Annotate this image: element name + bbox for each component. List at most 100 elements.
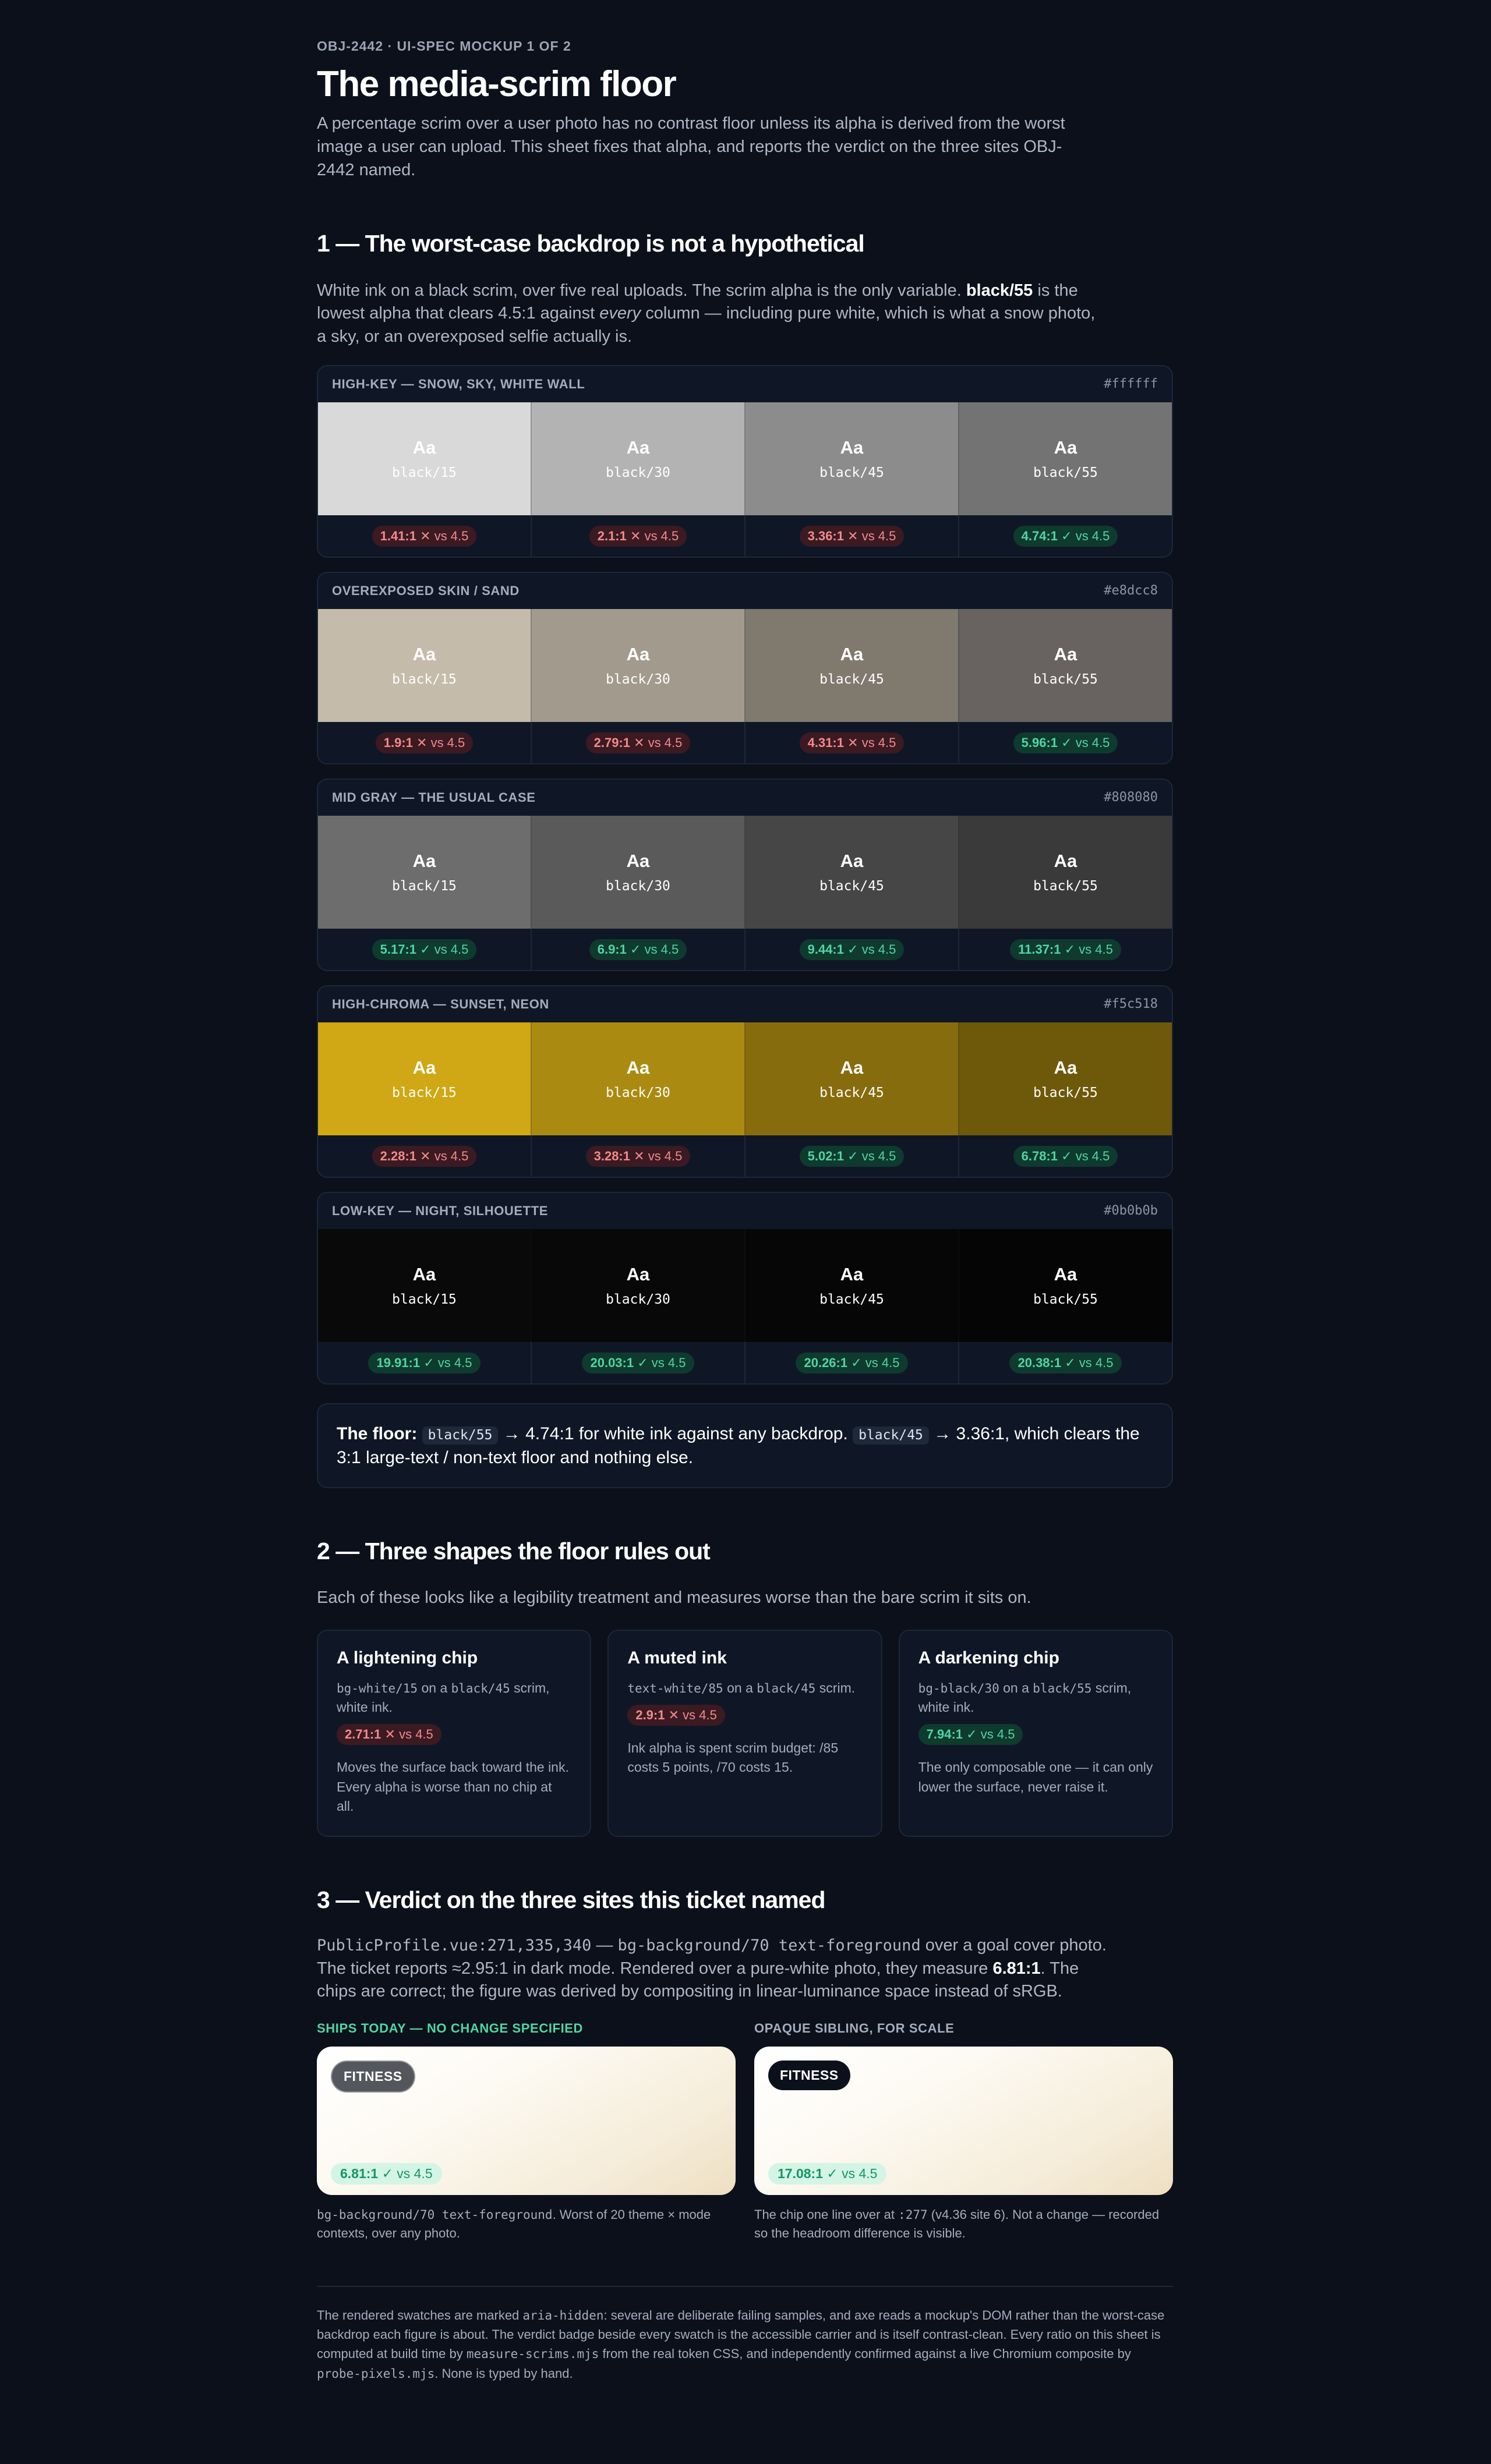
verdict-row: 5.17:1 ✓ vs 4.5 6.9:1 ✓ vs 4.5 9.44:1 ✓ vs… (318, 928, 1172, 970)
scrim-alpha: black/55 (1033, 671, 1098, 687)
verdict-badge: 6.81:1 ✓ vs 4.5 (331, 2162, 442, 2185)
badge-ratio: 2.9:1 (635, 1707, 665, 1722)
verdict-cell: 20.38:1 ✓ vs 4.5 (959, 1342, 1172, 1383)
verdict-cell: 3.36:1 ✕ vs 4.5 (746, 515, 959, 557)
badge-ratio: 3.36:1 (807, 529, 844, 544)
verdict-cell: 2.79:1 ✕ vs 4.5 (532, 721, 746, 763)
badge-ratio: 3.28:1 (593, 1149, 630, 1164)
contrast-badge: 6.9:1 ✓ vs 4.5 (589, 939, 687, 961)
verdict-cell: 6.9:1 ✓ vs 4.5 (532, 928, 746, 970)
rule-out-card: A lightening chip bg-white/15 on a black/… (317, 1629, 592, 1837)
panel-header: OVEREXPOSED SKIN / SAND #e8dcc8 (318, 573, 1172, 609)
swatch-row: Aa black/15 Aa black/30 Aa black/45 Aa black/55 (318, 402, 1172, 515)
badge-ratio: 1.41:1 (380, 529, 416, 544)
rule-out-card: A darkening chip bg-black/30 on a black/5… (898, 1629, 1173, 1837)
swatch: Aa black/45 (746, 402, 959, 515)
verdict-row: 1.9:1 ✕ vs 4.5 2.79:1 ✕ vs 4.5 4.31:1 ✕ vs… (318, 721, 1172, 763)
badge-ratio: 2.79:1 (593, 735, 630, 750)
rule-out-card: A muted ink text-white/85 on a black/45 s… (607, 1629, 882, 1837)
sample-text: Aa (1054, 1057, 1077, 1078)
contrast-badge: 11.37:1 ✓ vs 4.5 (1010, 939, 1121, 961)
swatch: Aa black/55 (959, 1022, 1172, 1135)
badge-ratio: 5.96:1 (1021, 735, 1058, 750)
verdict-cell: 4.31:1 ✕ vs 4.5 (746, 721, 959, 763)
panel-label: OVEREXPOSED SKIN / SAND (332, 583, 520, 598)
badge-threshold: vs 4.5 (842, 2165, 878, 2181)
verdict-cell: 2.28:1 ✕ vs 4.5 (318, 1135, 532, 1177)
badge-threshold: vs 4.5 (648, 735, 683, 750)
verdict-badge: 17.08:1 ✓ vs 4.5 (768, 2162, 887, 2185)
contrast-badge: 5.17:1 ✓ vs 4.5 (372, 939, 477, 961)
badge-ratio: 20.26:1 (804, 1355, 848, 1371)
check-icon: ✓ (851, 1355, 862, 1371)
section-3-intro: PublicProfile.vue:271,335,340 — bg-backg… (317, 1934, 1109, 2003)
sample-text: Aa (840, 850, 864, 871)
swatch: Aa black/55 (959, 608, 1172, 722)
badge-threshold: vs 4.5 (865, 1355, 900, 1371)
scrim-alpha: black/45 (819, 878, 884, 894)
badge-threshold: vs 4.5 (430, 735, 465, 750)
swatch: Aa black/45 (746, 1229, 959, 1342)
cross-icon: ✕ (668, 1707, 680, 1722)
footer-text: : several are deliberate failing samples… (317, 2307, 1165, 2362)
verdict-cell: 2.1:1 ✕ vs 4.5 (532, 515, 746, 557)
swatch: Aa black/30 (532, 1229, 746, 1342)
verdict-row: 2.28:1 ✕ vs 4.5 3.28:1 ✕ vs 4.5 5.02:1 ✓ v… (318, 1135, 1172, 1177)
scrim-alpha: black/15 (392, 1291, 457, 1307)
swatch: Aa black/30 (532, 1022, 746, 1135)
verdict-caption: The chip one line over at :277 (v4.36 si… (754, 2205, 1173, 2243)
intro-code: PublicProfile.vue:271,335,340 (317, 1936, 592, 1955)
card-spec: bg-black/30 on a black/55 scrim, white i… (918, 1679, 1153, 1718)
swatch-row: Aa black/15 Aa black/30 Aa black/45 Aa black/55 (318, 608, 1172, 722)
verdict-heading: OPAQUE SIBLING, FOR SCALE (754, 2020, 955, 2035)
contrast-badge: 3.28:1 ✕ vs 4.5 (585, 1146, 691, 1167)
badge-ratio: 20.38:1 (1017, 1355, 1062, 1371)
caption-code: bg-background/70 text-foreground (317, 2207, 553, 2222)
sample-text: Aa (412, 1057, 436, 1078)
check-icon: ✓ (826, 2165, 838, 2181)
swatch: Aa black/55 (959, 1229, 1172, 1342)
contrast-badge: 19.91:1 ✓ vs 4.5 (368, 1353, 480, 1374)
verdict-cell: 5.17:1 ✓ vs 4.5 (318, 928, 532, 970)
goal-chip: FITNESS (331, 2060, 415, 2093)
spec-code: bg-black/30 (918, 1681, 999, 1695)
badge-ratio: 9.44:1 (807, 942, 844, 957)
contrast-badge: 1.41:1 ✕ vs 4.5 (372, 526, 477, 547)
verdict-cell: 11.37:1 ✓ vs 4.5 (959, 929, 1172, 970)
swatch-panel: OVEREXPOSED SKIN / SAND #e8dcc8 Aa black/15… (317, 571, 1173, 764)
caption-code: :277 (898, 2207, 928, 2222)
page-title: The media-scrim floor (317, 64, 677, 104)
badge-ratio: 4.74:1 (1021, 529, 1058, 544)
verdict-cell: 3.28:1 ✕ vs 4.5 (532, 1135, 746, 1177)
footer-note: The rendered swatches are marked aria-hi… (317, 2306, 1173, 2384)
scrim-alpha: black/55 (1033, 465, 1098, 480)
verdict-opaque-sibling: OPAQUE SIBLING, FOR SCALE FITNESS 17.08:… (754, 2021, 1173, 2243)
caption-text: (v4.36 site 6). Not a change — recorded … (754, 2207, 1160, 2240)
intro-bold: black/55 (966, 281, 1033, 300)
badge-ratio: 2.28:1 (380, 1149, 416, 1164)
contrast-badge: 9.44:1 ✓ vs 4.5 (799, 939, 905, 961)
scrim-alpha: black/15 (392, 671, 457, 687)
cross-icon: ✕ (847, 529, 858, 544)
scrim-alpha: black/55 (1033, 1085, 1098, 1100)
badge-ratio: 4.31:1 (807, 735, 844, 750)
panel-label: LOW-KEY — NIGHT, SILHOUETTE (332, 1203, 549, 1218)
sample-text: Aa (412, 643, 436, 664)
scrim-alpha: black/45 (819, 1085, 884, 1100)
panel-label: HIGH-KEY — SNOW, SKY, WHITE WALL (332, 376, 585, 391)
panel-header: LOW-KEY — NIGHT, SILHOUETTE #0b0b0b (318, 1193, 1172, 1229)
spec-code: text-white/85 (627, 1681, 723, 1695)
spec-code: black/55 (1033, 1681, 1092, 1695)
verdict-cell: 4.74:1 ✓ vs 4.5 (959, 515, 1172, 557)
sample-text: Aa (626, 643, 650, 664)
scrim-alpha: black/15 (392, 1085, 457, 1100)
badge-ratio: 1.9:1 (383, 735, 413, 750)
contrast-badge: 4.31:1 ✕ vs 4.5 (799, 732, 905, 754)
intro-text: is the lowest alpha that clears 4.5:1 ag… (317, 281, 1078, 323)
swatch: Aa black/15 (318, 1229, 532, 1342)
swatch-panel: HIGH-KEY — SNOW, SKY, WHITE WALL #ffffff A… (317, 364, 1173, 558)
intro-text: column — including pure white, which is … (317, 304, 1096, 346)
contrast-badge: 2.9:1 ✕ vs 4.5 (627, 1704, 725, 1726)
contrast-badge: 2.71:1 ✕ vs 4.5 (337, 1724, 441, 1746)
intro-emphasis: every (599, 304, 641, 323)
